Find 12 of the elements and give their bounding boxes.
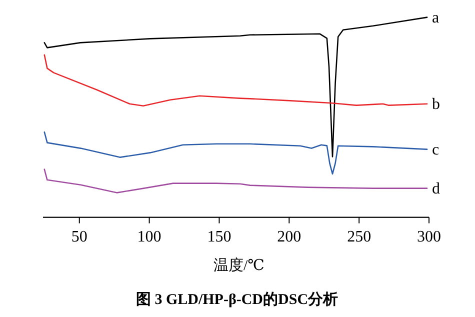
series-label: a [432,9,440,26]
x-tick-label: 300 [417,228,441,246]
x-tick-label: 250 [347,228,372,246]
x-tick-label: 150 [207,228,232,246]
series-label: b [432,96,440,113]
x-axis-title: 温度/℃ [214,257,264,274]
x-tick-label: 100 [137,228,162,246]
x-tick-label: 50 [71,228,88,246]
x-tick-label: 200 [277,228,302,246]
series-label: d [432,180,440,198]
series-label: c [432,141,440,158]
text: 图 3 GLD/HP-β-CD的DSC分析 [136,291,338,308]
